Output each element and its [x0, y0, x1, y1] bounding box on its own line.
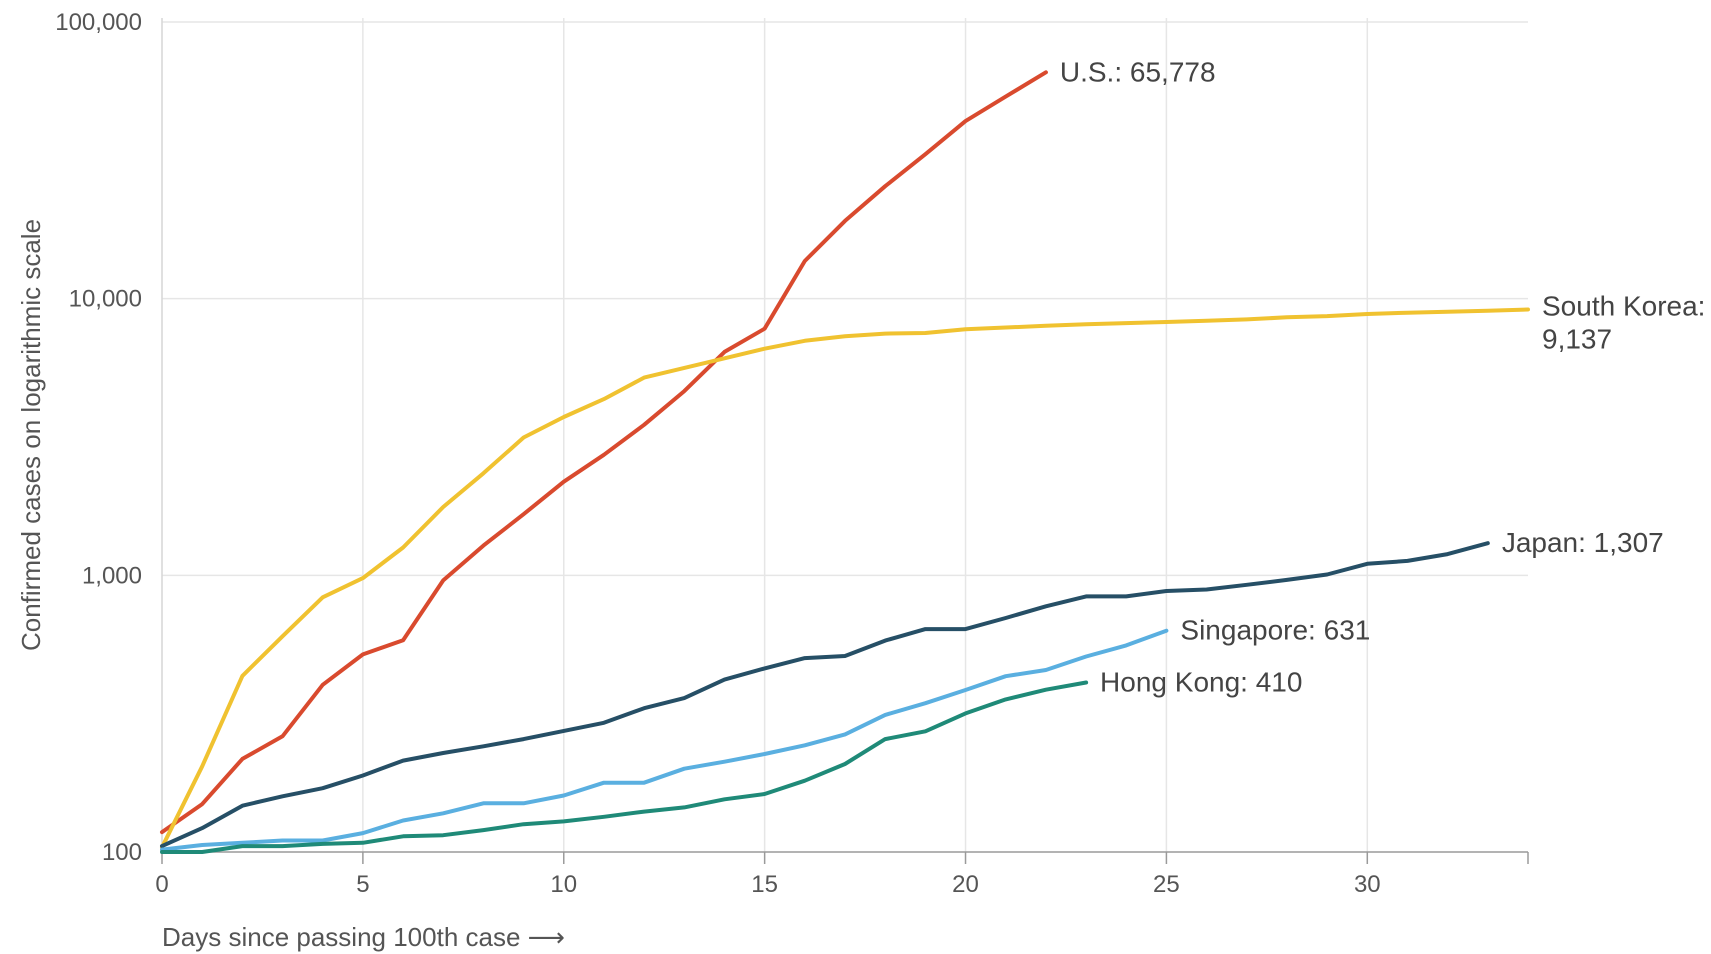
- series-labels: U.S.: 65,778 South Korea:9,137 Japan: 1,30…: [1060, 56, 1706, 697]
- x-tick-label-10: 10: [550, 871, 577, 898]
- series-line-hong-kong: [160, 680, 1089, 854]
- y-tick-label-100000: 100,000: [55, 9, 142, 36]
- y-tick-label-10000: 10,000: [69, 286, 142, 313]
- axes: [161, 18, 1529, 864]
- series-label-south-korea-line-2: 9,137: [1542, 324, 1612, 355]
- y-tick-label-100: 100: [102, 839, 142, 866]
- x-tick-label-30: 30: [1354, 871, 1381, 898]
- x-axis-title: Days since passing 100th case ⟶: [162, 922, 565, 952]
- y-tick-label-1000: 1,000: [82, 562, 142, 589]
- series-line-singapore: [160, 628, 1169, 852]
- series-label-us: U.S.: 65,778: [1060, 56, 1216, 87]
- x-tick-label-5: 5: [356, 871, 369, 898]
- series-label-singapore: Singapore: 631: [1180, 615, 1370, 646]
- y-axis-title: Confirmed cases on logarithmic scale: [16, 219, 46, 651]
- series-lines: [160, 70, 1530, 854]
- series-label-japan: Japan: 1,307: [1502, 527, 1664, 558]
- series-line-japan: [160, 541, 1490, 849]
- series-line-us: [160, 70, 1048, 835]
- x-tick-label-15: 15: [751, 871, 778, 898]
- series-label-hong-kong: Hong Kong: 410: [1100, 666, 1302, 697]
- grid-lines: [162, 18, 1528, 852]
- series-line-south-korea: [160, 307, 1530, 850]
- series-label-south-korea-line-1: South Korea:: [1542, 291, 1705, 322]
- x-tick-label-20: 20: [952, 871, 979, 898]
- x-tick-label-0: 0: [155, 871, 168, 898]
- x-tick-label-25: 25: [1153, 871, 1180, 898]
- tick-labels: 100 1,000 10,000 100,000 0 5 10 15 20 25 30: [55, 9, 1380, 898]
